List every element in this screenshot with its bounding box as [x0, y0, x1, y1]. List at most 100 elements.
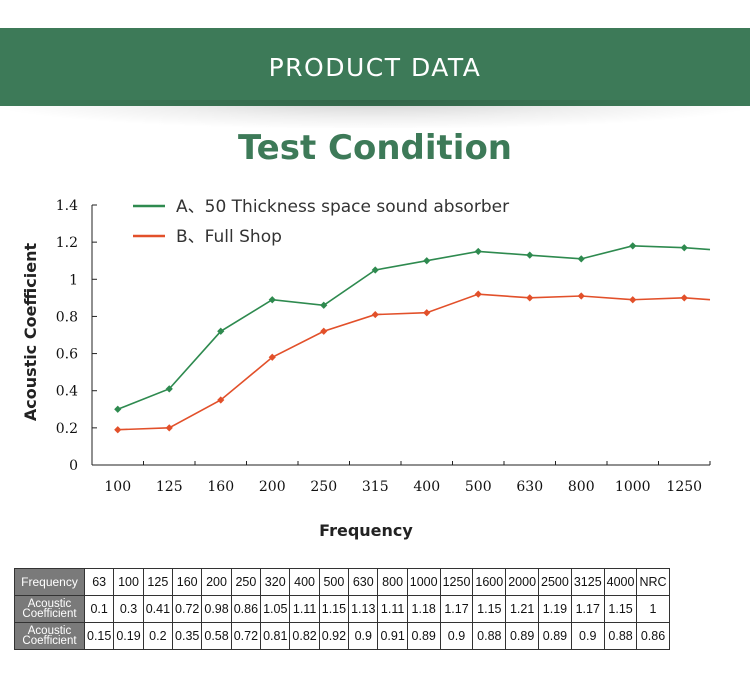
- line-chart: 0 0.2 0.4 0.6 0.8 1 1.2 1.4 100 125 160 200 250 315 40…: [21, 197, 711, 540]
- table-cell: 0.9: [570, 622, 605, 650]
- chart-axes: 0 0.2 0.4 0.6 0.8 1 1.2 1.4 100 125 160 200 250 315 40…: [21, 198, 711, 540]
- table-cell: 1.21: [505, 595, 540, 623]
- table-cell: 0.9: [439, 622, 474, 650]
- table-row: Acoustic Coefficient 0.1 0.3 0.41 0.72 0.98 0.8…: [14, 595, 670, 623]
- table-row: Frequency 63 100 125 160 200 250 320 400 500 630 80…: [14, 568, 670, 596]
- series-point: [217, 396, 225, 404]
- table-cell: 1.15: [603, 595, 638, 623]
- table-cell: 0.1: [83, 595, 115, 623]
- table-row: Acoustic Coefficient 0.15 0.19 0.2 0.35 0.58 0.…: [14, 622, 670, 650]
- series-point: [577, 292, 585, 300]
- series-point: [371, 266, 379, 274]
- table-cell: 1.15: [472, 595, 507, 623]
- x-tick-label: 160: [207, 479, 234, 495]
- header-title: PRODUCT DATA: [268, 52, 482, 82]
- series-point: [629, 242, 637, 250]
- series-line-1: [117, 245, 711, 411]
- table-cell: 1250: [439, 568, 474, 596]
- table-cell: 0.89: [538, 622, 572, 650]
- series-point: [474, 247, 482, 256]
- x-tick-label: 400: [413, 479, 440, 495]
- table-cell: 0.19: [113, 622, 144, 650]
- table-cell: 0.86: [636, 622, 670, 650]
- data-table: Frequency 63 100 125 160 200 250 320 400 500 630 80…: [14, 568, 670, 650]
- table-row-header: Acoustic Coefficient: [14, 622, 85, 650]
- table-cell: 63: [83, 568, 115, 596]
- table-cell: NRC: [636, 568, 670, 596]
- data-table-body: Frequency 63 100 125 160 200 250 320 400 500 630 80…: [14, 568, 670, 650]
- table-cell: 1.05: [260, 595, 291, 623]
- banner-shadow: [0, 100, 750, 128]
- series-point: [629, 296, 637, 304]
- table-cell: 4000: [603, 568, 638, 596]
- table-cell: 1: [636, 595, 670, 623]
- table-cell: 1.17: [570, 595, 605, 623]
- series-point: [423, 309, 431, 317]
- table-cell: 250: [230, 568, 262, 596]
- x-tick-label: 100: [104, 479, 131, 495]
- table-cell: 1.13: [348, 595, 379, 623]
- table-cell: 0.88: [472, 622, 507, 650]
- series-point: [268, 296, 276, 304]
- chart-series: [114, 242, 711, 434]
- table-cell: 0.89: [505, 622, 540, 650]
- y-tick-label: 0.4: [56, 384, 78, 400]
- table-cell: 1.15: [318, 595, 350, 623]
- table-cell: 100: [113, 568, 144, 596]
- series-point: [217, 327, 225, 335]
- table-cell: 500: [318, 568, 350, 596]
- series-point: [371, 310, 379, 319]
- legend-label-1: A、50 Thickness space sound absorber: [176, 197, 509, 217]
- table-cell: 800: [377, 568, 408, 596]
- table-cell: 320: [260, 568, 291, 596]
- y-tick-label: 1.2: [56, 235, 78, 251]
- y-tick-label: 0.6: [56, 347, 78, 363]
- series-point: [114, 405, 122, 413]
- table-cell: 1.19: [538, 595, 572, 623]
- y-tick-label: 0.8: [56, 309, 78, 325]
- series-point: [680, 244, 688, 252]
- table-row-header: Frequency: [14, 568, 85, 596]
- table-cell: 0.91: [377, 622, 408, 650]
- y-tick-label: 1.4: [56, 198, 78, 214]
- x-axis-title: Frequency: [319, 521, 413, 540]
- y-tick-label: 0: [69, 458, 78, 474]
- table-cell: 1000: [406, 568, 441, 596]
- series-point: [114, 426, 122, 434]
- table-cell: 1600: [472, 568, 507, 596]
- table-cell: 0.15: [83, 622, 115, 650]
- table-cell: 3125: [570, 568, 605, 596]
- table-cell: 400: [289, 568, 320, 596]
- table-cell: 160: [172, 568, 203, 596]
- x-tick-label: 1250: [666, 479, 702, 495]
- table-cell: 0.72: [172, 595, 203, 623]
- chart-legend: A、50 Thickness space sound absorber B、Ful…: [133, 197, 509, 247]
- table-cell: 0.88: [603, 622, 638, 650]
- table-cell: 0.35: [172, 622, 203, 650]
- table-cell: 0.81: [260, 622, 291, 650]
- table-cell: 630: [348, 568, 379, 596]
- table-cell: 0.2: [142, 622, 174, 650]
- series-point: [526, 251, 534, 259]
- table-cell: 0.9: [348, 622, 379, 650]
- table-cell: 0.3: [113, 595, 144, 623]
- x-tick-label: 125: [156, 479, 183, 495]
- series-point: [423, 257, 431, 265]
- table-cell: 2000: [505, 568, 540, 596]
- header-banner: PRODUCT DATA: [0, 28, 750, 106]
- table-cell: 0.72: [230, 622, 262, 650]
- series-point: [320, 327, 328, 335]
- series-point: [268, 353, 276, 361]
- table-cell: 0.82: [289, 622, 320, 650]
- section-title: Test Condition: [237, 128, 513, 168]
- series-point: [577, 255, 585, 263]
- table-cell: 0.89: [406, 622, 441, 650]
- table-cell: 0.86: [230, 595, 262, 623]
- series-point: [526, 294, 534, 302]
- x-tick-label: 630: [516, 479, 543, 495]
- y-axis-title: Acoustic Coefficient: [21, 243, 40, 422]
- table-cell: 0.58: [201, 622, 232, 650]
- table-row-header: Acoustic Coefficient: [14, 595, 85, 623]
- table-cell: 1.17: [439, 595, 474, 623]
- table-cell: 1.11: [377, 595, 408, 623]
